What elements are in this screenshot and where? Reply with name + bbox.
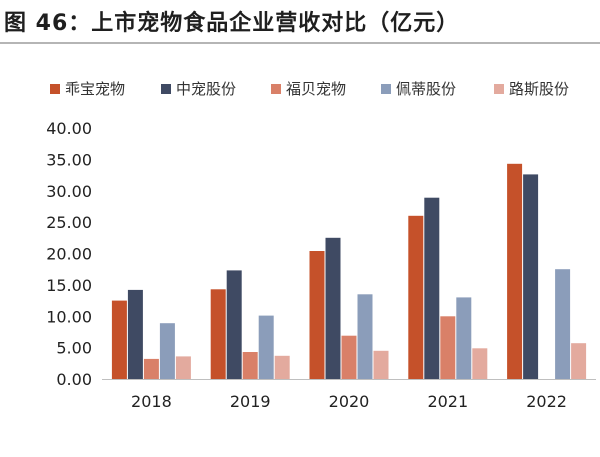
bar bbox=[242, 352, 258, 379]
x-tick-label: 2021 bbox=[427, 392, 468, 411]
bar bbox=[274, 355, 290, 379]
x-tick-label: 2022 bbox=[526, 392, 567, 411]
bar bbox=[523, 174, 539, 379]
legend-swatch bbox=[381, 84, 391, 94]
bar bbox=[571, 343, 587, 379]
y-tick-label: 15.00 bbox=[46, 276, 92, 295]
legend-label: 路斯股份 bbox=[509, 80, 569, 98]
legend-label: 中宠股份 bbox=[176, 80, 236, 98]
bar bbox=[309, 251, 325, 379]
legend-label: 佩蒂股份 bbox=[396, 80, 456, 98]
bar bbox=[159, 323, 175, 379]
bar bbox=[258, 315, 274, 379]
chart-title: 图 46：上市宠物食品企业营收对比（亿元） bbox=[4, 11, 460, 36]
bar bbox=[373, 350, 389, 379]
bar bbox=[127, 289, 143, 379]
legend-swatch bbox=[161, 84, 171, 94]
x-tick-label: 2018 bbox=[131, 392, 172, 411]
x-tick-label: 2020 bbox=[329, 392, 370, 411]
y-tick-label: 0.00 bbox=[56, 370, 92, 389]
legend-swatch bbox=[494, 84, 504, 94]
x-axis: 2018 2019 2020 2021 2022 bbox=[102, 379, 596, 411]
legend-swatch bbox=[50, 84, 60, 94]
y-tick-label: 40.00 bbox=[46, 119, 92, 138]
bar bbox=[357, 294, 373, 379]
bar bbox=[143, 358, 159, 379]
bar-chart: 乖宝宠物 中宠股份 福贝宠物 佩蒂股份 路斯股份 0.00 5.00 10.00 15.00 2… bbox=[46, 80, 596, 411]
bar bbox=[226, 270, 242, 379]
bar bbox=[111, 300, 127, 379]
bar bbox=[424, 197, 440, 379]
bar bbox=[325, 237, 341, 379]
y-tick-label: 20.00 bbox=[46, 245, 92, 264]
bar bbox=[210, 289, 226, 379]
bar bbox=[472, 348, 488, 379]
y-axis: 0.00 5.00 10.00 15.00 20.00 25.00 30.00 35.00 40… bbox=[46, 119, 92, 389]
legend-label: 福贝宠物 bbox=[286, 80, 346, 98]
y-tick-label: 5.00 bbox=[56, 339, 92, 358]
bar bbox=[440, 316, 456, 380]
bar bbox=[341, 335, 357, 379]
y-tick-label: 25.00 bbox=[46, 213, 92, 232]
title-bar: 图 46：上市宠物食品企业营收对比（亿元） bbox=[0, 0, 600, 44]
y-tick-label: 10.00 bbox=[46, 307, 92, 326]
bar bbox=[408, 215, 424, 379]
legend: 乖宝宠物 中宠股份 福贝宠物 佩蒂股份 路斯股份 bbox=[50, 80, 569, 98]
bars bbox=[111, 163, 587, 380]
y-tick-label: 30.00 bbox=[46, 182, 92, 201]
bar bbox=[456, 297, 472, 379]
legend-swatch bbox=[271, 84, 281, 94]
legend-label: 乖宝宠物 bbox=[65, 80, 125, 98]
x-tick-label: 2019 bbox=[230, 392, 271, 411]
bar bbox=[555, 269, 571, 379]
bar bbox=[507, 163, 523, 379]
bar bbox=[175, 356, 191, 379]
y-tick-label: 35.00 bbox=[46, 150, 92, 169]
